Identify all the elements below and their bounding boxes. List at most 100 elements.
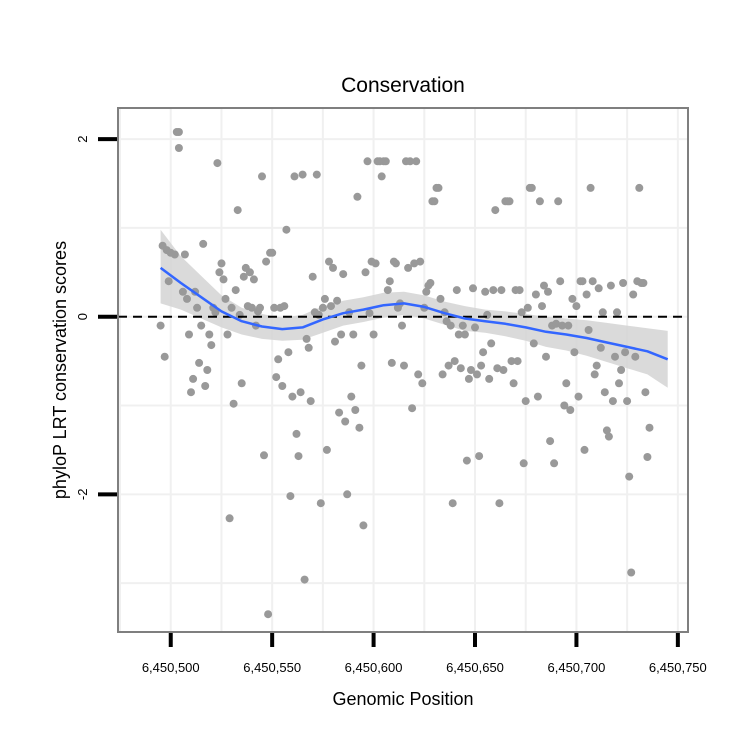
data-point xyxy=(404,263,413,272)
data-point xyxy=(627,568,636,577)
data-point xyxy=(471,323,479,332)
x-tick-label: 6,450,650 xyxy=(446,660,504,675)
data-point xyxy=(535,197,544,206)
data-point xyxy=(438,370,447,379)
x-tick-label: 6,450,700 xyxy=(548,660,606,675)
data-point xyxy=(312,170,321,179)
data-point xyxy=(278,382,287,390)
data-point xyxy=(454,330,463,339)
data-point xyxy=(383,286,392,295)
data-point xyxy=(477,361,486,370)
data-point xyxy=(611,352,619,361)
data-point xyxy=(540,281,548,290)
data-point xyxy=(164,277,173,286)
data-point xyxy=(211,308,220,317)
data-point xyxy=(160,352,169,361)
data-point xyxy=(174,128,183,136)
data-point xyxy=(497,286,506,295)
data-point xyxy=(444,361,453,370)
data-point xyxy=(400,361,408,370)
data-point xyxy=(523,303,532,312)
data-point xyxy=(201,382,210,390)
data-point xyxy=(562,379,571,388)
data-point xyxy=(239,272,248,281)
data-point xyxy=(351,406,360,414)
data-point xyxy=(219,275,228,284)
data-point xyxy=(247,303,256,312)
data-point xyxy=(229,399,238,408)
data-point xyxy=(493,364,502,373)
data-point xyxy=(189,374,198,383)
data-point xyxy=(566,406,575,414)
data-point xyxy=(349,330,358,339)
data-point xyxy=(580,445,589,454)
data-point xyxy=(223,330,232,339)
data-point xyxy=(381,157,390,166)
data-point xyxy=(641,388,650,397)
data-point xyxy=(623,397,632,406)
data-point xyxy=(174,144,183,152)
data-point xyxy=(606,281,615,290)
data-point xyxy=(499,366,508,374)
data-point xyxy=(256,303,264,312)
data-point xyxy=(594,284,603,293)
data-point xyxy=(270,303,279,312)
data-point xyxy=(316,499,325,508)
data-point xyxy=(592,361,601,370)
data-point xyxy=(418,379,427,388)
data-point xyxy=(290,172,299,181)
data-point xyxy=(195,358,204,367)
data-point xyxy=(369,330,378,339)
data-point xyxy=(552,319,561,328)
data-point xyxy=(625,472,634,481)
data-point xyxy=(237,379,246,388)
data-point xyxy=(479,348,488,357)
data-point xyxy=(264,610,273,619)
data-point xyxy=(183,294,191,303)
data-point xyxy=(398,321,406,330)
plot-panel xyxy=(118,108,688,632)
y-tick-label: -2 xyxy=(75,489,90,501)
data-point xyxy=(426,279,435,287)
data-point xyxy=(509,379,518,388)
data-point xyxy=(467,366,475,374)
data-point xyxy=(284,348,293,357)
data-point xyxy=(337,330,346,339)
data-point xyxy=(387,358,396,367)
data-point xyxy=(608,397,617,406)
data-point xyxy=(361,268,370,277)
data-point xyxy=(613,308,621,317)
data-point xyxy=(544,287,552,296)
data-point xyxy=(280,302,289,311)
data-point xyxy=(215,268,224,277)
data-point xyxy=(635,183,644,192)
data-point xyxy=(481,287,490,296)
data-point xyxy=(588,277,597,286)
data-point xyxy=(217,259,226,268)
data-point xyxy=(596,343,605,352)
data-point xyxy=(434,183,443,192)
data-point xyxy=(643,453,652,461)
data-point xyxy=(268,248,277,257)
data-point xyxy=(331,337,339,346)
data-point xyxy=(288,392,297,401)
data-point xyxy=(274,355,283,364)
data-point xyxy=(416,257,425,266)
data-point xyxy=(568,294,577,303)
data-point xyxy=(600,388,609,397)
data-point xyxy=(570,348,579,357)
data-point xyxy=(564,321,573,330)
x-tick-label: 6,450,600 xyxy=(345,660,403,675)
data-point xyxy=(365,309,374,318)
data-point xyxy=(519,459,528,468)
data-point xyxy=(178,287,187,296)
data-point xyxy=(193,303,202,312)
data-point xyxy=(550,459,559,468)
data-point xyxy=(156,321,165,330)
data-point xyxy=(412,157,421,166)
x-axis-title: Genomic Position xyxy=(332,689,473,709)
data-point xyxy=(258,172,266,181)
data-point xyxy=(491,206,500,215)
data-point xyxy=(294,452,303,461)
